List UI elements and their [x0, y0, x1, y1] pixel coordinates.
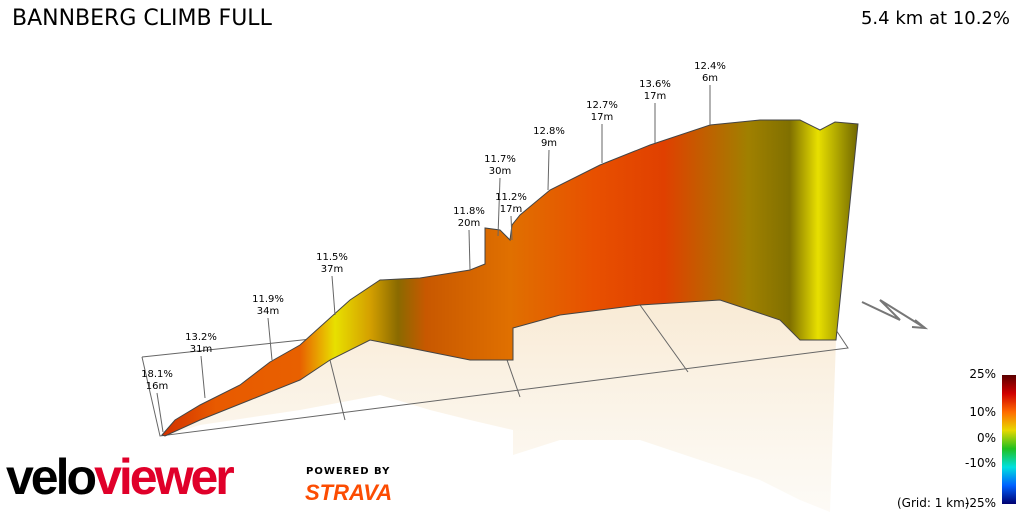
- legend-tick-neg10: -10%: [964, 456, 996, 470]
- annotation-gradient: 11.7%: [484, 154, 516, 165]
- annotation-leader-line: [468, 229, 471, 271]
- powered-by-label: POWERED BY: [306, 466, 391, 477]
- grid-scale-label: (Grid: 1 km): [897, 496, 970, 510]
- annotation-gain: 34m: [257, 306, 279, 317]
- annotation-gain: 9m: [541, 138, 557, 149]
- annotation-gradient: 12.7%: [586, 100, 618, 111]
- annotation-leader-line: [497, 177, 501, 237]
- annotation-leader-line: [267, 317, 273, 361]
- annotation-gradient: 13.2%: [185, 332, 217, 343]
- annotation-gradient: 12.4%: [694, 61, 726, 72]
- gradient-color-scale: [1002, 375, 1016, 504]
- climb-summary: 5.4 km at 10.2%: [860, 8, 1010, 29]
- annotation-gain: 17m: [500, 204, 522, 215]
- logo-viewer: viewer: [94, 449, 235, 505]
- annotation-gain: 17m: [591, 112, 613, 123]
- annotation-gradient: 12.8%: [533, 126, 565, 137]
- north-arrow-icon: [861, 299, 929, 330]
- legend-tick-25: 25%: [969, 367, 996, 381]
- annotation-gain: 37m: [321, 264, 343, 275]
- legend-tick-neg25: -25%: [964, 496, 996, 510]
- annotation-gain: 17m: [644, 91, 666, 102]
- annotation-gain: 20m: [458, 218, 480, 229]
- annotation-gain: 16m: [146, 381, 168, 392]
- annotation-leader-line: [331, 275, 336, 316]
- profile-shadow: [165, 300, 836, 512]
- annotation-gradient: 18.1%: [141, 369, 173, 380]
- annotation-leader-line: [547, 149, 550, 191]
- profile-wall: [161, 119, 859, 437]
- annotation-gradient: 11.9%: [252, 294, 284, 305]
- annotation-leader-line: [156, 392, 164, 433]
- annotation-gradient: 11.2%: [495, 192, 527, 203]
- segment-annotations: 18.1%16m 13.2%31m 11.9%34m 11.5%37m 11.8%20m…: [141, 61, 726, 433]
- veloviewer-logo[interactable]: veloviewer: [6, 449, 235, 505]
- legend-tick-0: 0%: [976, 431, 996, 445]
- logo-velo: velo: [6, 449, 97, 505]
- annotation-gradient: 11.8%: [453, 206, 485, 217]
- annotation-gain: 30m: [489, 166, 511, 177]
- strava-logo[interactable]: STRAVA: [305, 480, 393, 505]
- annotation-gradient: 13.6%: [639, 79, 671, 90]
- annotation-gain: 6m: [702, 73, 718, 84]
- annotation-gain: 31m: [190, 344, 212, 355]
- climb-title: BANNBERG CLIMB FULL: [12, 6, 272, 31]
- annotation-leader-line: [510, 215, 513, 241]
- legend-tick-10: 10%: [969, 405, 996, 419]
- annotation-gradient: 11.5%: [316, 252, 348, 263]
- annotation-leader-line: [200, 355, 206, 399]
